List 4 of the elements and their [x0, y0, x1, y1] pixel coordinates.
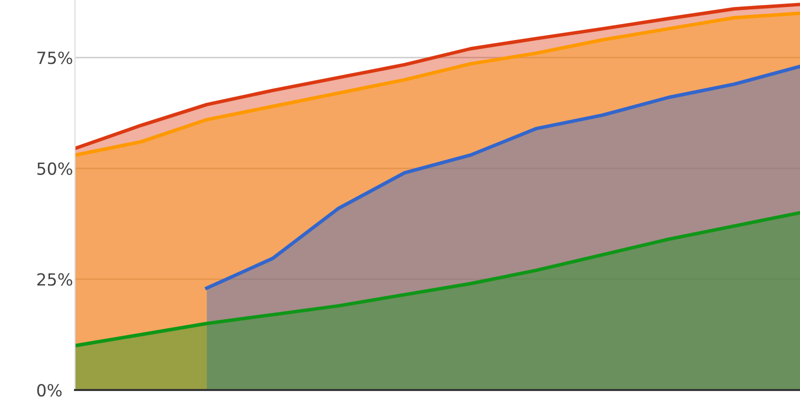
y-tick-label: 75%: [37, 52, 72, 64]
y-tick-label: 0%: [37, 384, 62, 397]
y-tick-label: 50%: [37, 162, 72, 175]
y-tick-label: 25%: [37, 273, 72, 286]
